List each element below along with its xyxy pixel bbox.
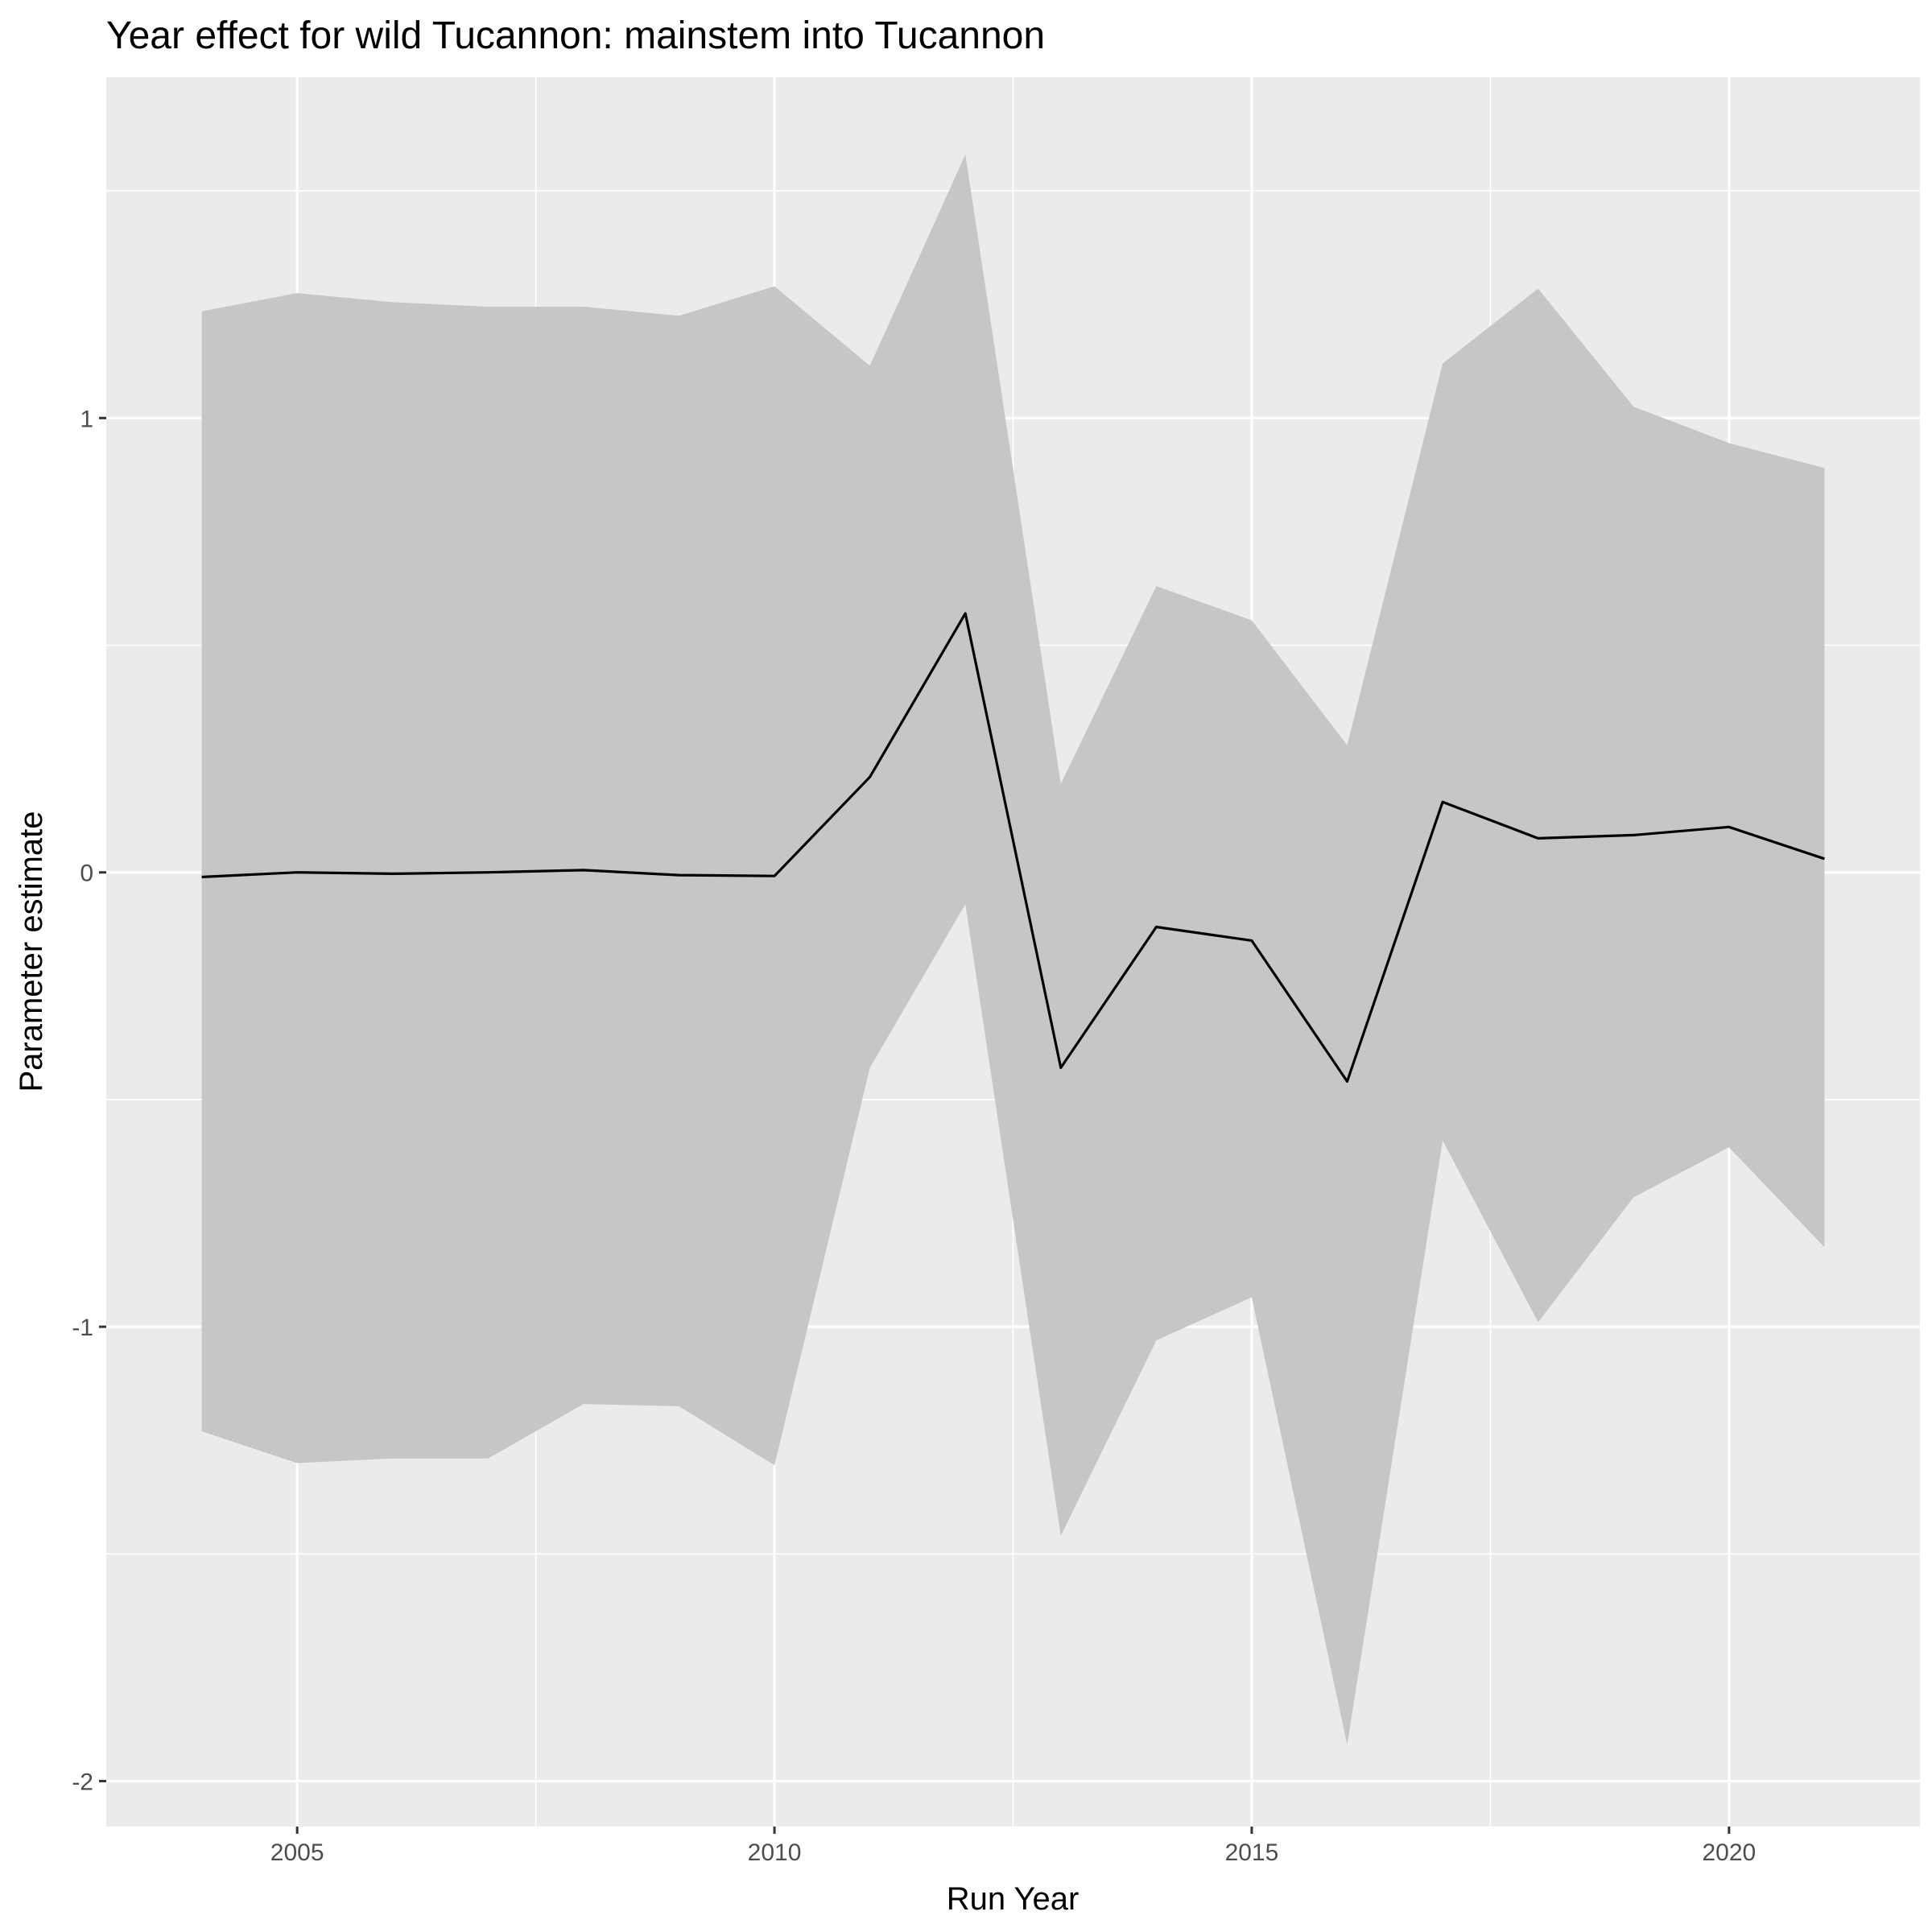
- x-tick-label-2: 2015: [1225, 1839, 1279, 1866]
- estimate-line-layer: [201, 612, 1825, 1084]
- confidence-ribbon-0: [201, 155, 1825, 1745]
- y-tick-label-3: -2: [72, 1769, 93, 1796]
- estimate-line-0: [201, 612, 1825, 1084]
- y-axis: 1 0 -1 -2: [72, 406, 106, 1796]
- y-tick-label-1: 0: [80, 861, 93, 887]
- confidence-ribbon-layer: [201, 155, 1825, 1745]
- x-axis-title: Run Year: [947, 1881, 1080, 1917]
- chart-title: Year effect for wild Tucannon: mainstem …: [106, 14, 1045, 57]
- y-tick-label-0: 1: [80, 406, 93, 432]
- y-tick-label-2: -1: [72, 1315, 93, 1341]
- x-tick-label-1: 2010: [748, 1839, 802, 1866]
- x-axis: 2005 2010 2015 2020: [270, 1827, 1756, 1866]
- x-tick-label-3: 2020: [1702, 1839, 1756, 1866]
- y-axis-title: Parameter estimate: [14, 811, 49, 1092]
- x-tick-label-0: 2005: [270, 1839, 324, 1866]
